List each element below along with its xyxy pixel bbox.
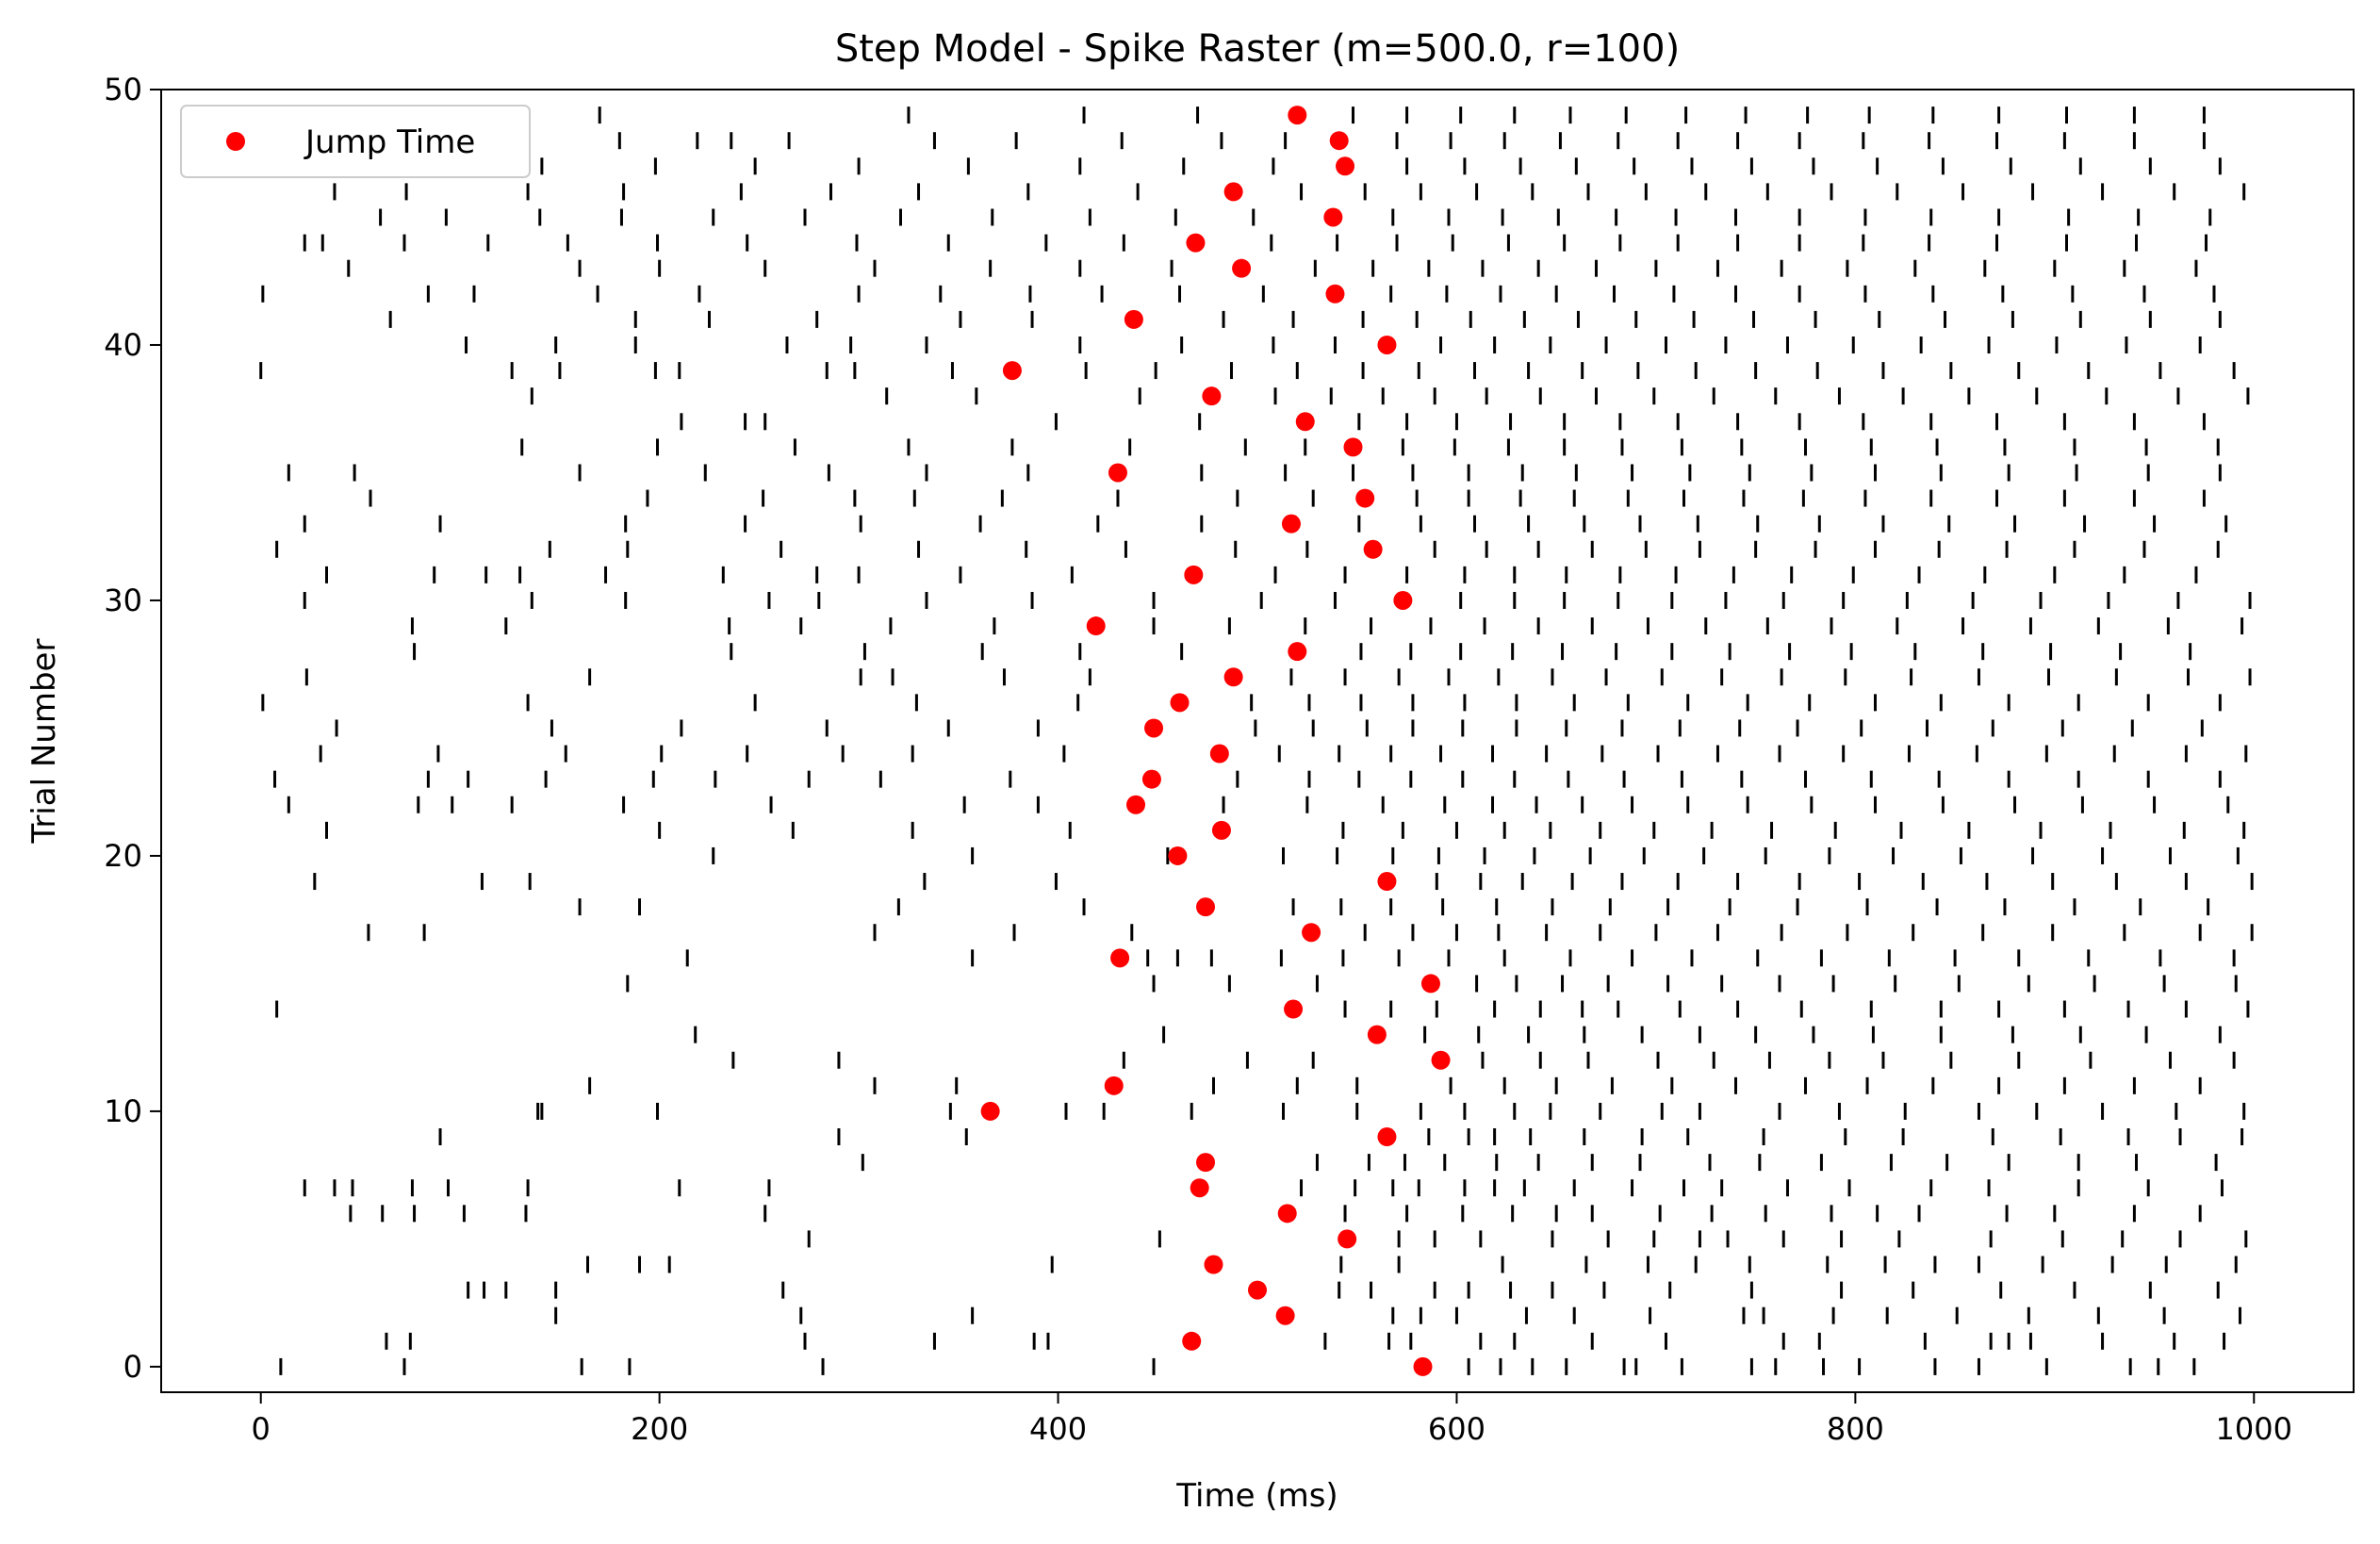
jump-time-point	[1277, 1204, 1297, 1224]
jump-time-point	[1325, 284, 1345, 304]
jump-time-point	[1295, 412, 1315, 432]
jump-time-point	[1377, 872, 1397, 892]
chart-title: Step Model - Spike Raster (m=500.0, r=10…	[835, 27, 1680, 71]
y-tick-label: 30	[104, 583, 142, 618]
jump-time-point	[1126, 795, 1146, 814]
jump-time-point	[1202, 386, 1222, 406]
legend: Jump Time	[180, 105, 531, 178]
legend-label-jump-time: Jump Time	[304, 123, 475, 161]
jump-time-point	[1002, 361, 1022, 381]
x-tick-label: 1000	[2216, 1411, 2292, 1447]
jump-time-point	[1108, 463, 1127, 483]
legend-box	[180, 105, 531, 178]
x-tick-label: 200	[631, 1411, 688, 1447]
jump-time-point	[1336, 156, 1355, 176]
jump-time-point	[1329, 131, 1349, 151]
legend-marker-jump-time	[226, 132, 245, 151]
jump-time-point	[1420, 974, 1440, 994]
x-tick-label: 0	[252, 1411, 271, 1447]
jump-time-point	[1288, 106, 1307, 125]
jump-time-point	[1144, 718, 1164, 738]
x-axis-ticks: 0 200 400 600 800 1000	[252, 1392, 2292, 1447]
jump-time-point	[1086, 616, 1106, 636]
x-tick-label: 800	[1827, 1411, 1884, 1447]
jump-time-point	[1196, 1153, 1216, 1173]
jump-time-point	[1323, 207, 1343, 227]
jump-time-point	[1223, 182, 1243, 202]
jump-time-point	[1377, 335, 1397, 354]
y-tick-label: 0	[123, 1349, 142, 1385]
jump-time-point	[1338, 1229, 1357, 1249]
y-tick-label: 10	[104, 1093, 142, 1129]
jump-time-point	[1232, 258, 1252, 278]
jump-time-point	[1275, 1306, 1295, 1325]
jump-time-point	[1284, 999, 1304, 1019]
jump-time-point	[1104, 1076, 1124, 1095]
jump-time-point	[1288, 642, 1307, 662]
x-tick-label: 400	[1029, 1411, 1087, 1447]
jump-time-point	[1204, 1255, 1223, 1274]
y-tick-label: 50	[104, 72, 142, 107]
jump-time-point	[1248, 1280, 1267, 1300]
y-tick-label: 40	[104, 327, 142, 363]
jump-time-point	[980, 1101, 1000, 1121]
jump-time-point	[1170, 693, 1190, 713]
y-axis-label: Trial Number	[25, 639, 63, 845]
x-axis-label: Time (ms)	[1175, 1477, 1338, 1515]
jump-time-markers	[980, 106, 1451, 1376]
jump-time-point	[1281, 514, 1301, 534]
jump-time-point	[1141, 769, 1161, 789]
jump-time-point	[1413, 1356, 1433, 1376]
y-axis-ticks: 0 10 20 30 40 50	[104, 72, 161, 1385]
jump-time-point	[1431, 1050, 1451, 1070]
jump-time-point	[1190, 1178, 1209, 1198]
jump-time-point	[1196, 897, 1216, 917]
jump-time-point	[1186, 233, 1206, 253]
plot-area	[259, 106, 2254, 1376]
jump-time-point	[1363, 539, 1383, 559]
jump-time-point	[1211, 820, 1231, 840]
jump-time-point	[1223, 667, 1243, 687]
jump-time-point	[1367, 1025, 1387, 1044]
jump-time-point	[1182, 1331, 1202, 1351]
jump-time-point	[1377, 1127, 1397, 1147]
jump-time-point	[1110, 948, 1130, 968]
x-tick-label: 600	[1428, 1411, 1485, 1447]
y-tick-label: 20	[104, 838, 142, 874]
jump-time-point	[1168, 846, 1188, 865]
jump-time-point	[1393, 590, 1413, 610]
plot-frame	[160, 89, 2355, 1393]
jump-time-point	[1124, 309, 1143, 329]
jump-time-point	[1184, 565, 1204, 584]
jump-time-point	[1302, 923, 1321, 943]
jump-time-point	[1209, 744, 1229, 764]
jump-time-point	[1355, 488, 1375, 508]
jump-time-point	[1343, 437, 1363, 457]
